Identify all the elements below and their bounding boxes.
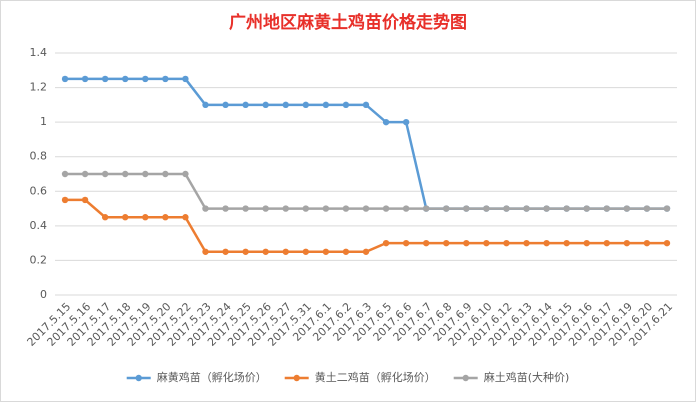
point [402,118,410,126]
point [362,101,370,109]
point [262,101,269,109]
point [282,248,289,255]
point [342,248,350,255]
point [202,101,209,109]
point [402,239,410,247]
point [61,196,69,204]
point [162,214,169,221]
legend-marker [135,374,142,382]
point [101,75,109,83]
point [463,205,470,212]
point [61,170,69,178]
point [202,205,209,212]
point [162,170,169,178]
legend-label: 麻土鸡苗(大种价) [484,370,570,384]
point [623,205,631,212]
point [142,214,149,221]
point [463,239,470,247]
point [222,101,229,109]
point [122,170,129,178]
point [322,248,330,255]
point [663,205,671,212]
point [262,248,269,255]
point [202,248,209,255]
point [382,205,390,212]
point [603,205,610,212]
point [523,205,530,212]
point [382,118,390,126]
y-tick-label: 0.4 [30,219,48,232]
point [282,101,289,109]
y-tick-label: 0 [40,288,47,301]
point [643,239,651,247]
point [162,75,169,83]
point [422,239,430,247]
point [101,214,109,221]
point [603,239,610,247]
point [61,75,69,83]
point [322,101,330,109]
point [182,75,189,83]
point [443,205,450,212]
point [422,205,430,212]
point [122,75,129,83]
legend-marker [462,374,469,382]
point [182,214,189,221]
point [563,239,570,247]
y-tick-label: 1 [40,115,47,128]
point [322,205,330,212]
point [583,205,590,212]
point [242,248,249,255]
point [643,205,651,212]
point [563,205,570,212]
point [543,205,550,212]
point [81,196,89,204]
point [222,205,229,212]
point [483,239,490,247]
point [362,205,370,212]
point [342,101,350,109]
legend-marker [293,374,300,382]
point [503,205,510,212]
point [242,205,249,212]
y-tick-label: 1.2 [30,81,48,94]
point [503,239,510,247]
point [543,239,550,247]
point [81,170,89,178]
point [302,248,310,255]
y-tick-label: 1.4 [30,46,48,59]
point [402,205,410,212]
point [242,101,249,109]
point [262,205,269,212]
legend-label: 黄土二鸡苗（孵化场价） [315,370,436,384]
point [623,239,631,247]
point [663,239,671,247]
y-tick-label: 0.6 [30,184,48,197]
point [483,205,490,212]
legend-label: 麻黄鸡苗（孵化场价） [157,370,267,384]
point [583,239,590,247]
point [142,75,149,83]
point [222,248,229,255]
y-tick-label: 0.8 [30,150,48,163]
point [142,170,149,178]
point [81,75,89,83]
point [443,239,450,247]
point [101,170,109,178]
y-tick-label: 0.2 [30,253,48,266]
point [182,170,189,178]
point [302,205,310,212]
point [362,248,370,255]
point [282,205,289,212]
point [342,205,350,212]
chart-title: 广州地区麻黄土鸡苗价格走势图 [229,12,467,33]
point [302,101,310,109]
point [122,214,129,221]
point [523,239,530,247]
point [382,239,390,247]
